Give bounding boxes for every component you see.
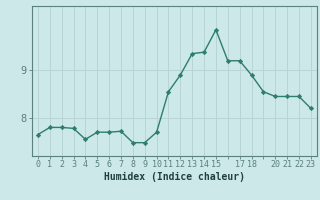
X-axis label: Humidex (Indice chaleur): Humidex (Indice chaleur) bbox=[104, 172, 245, 182]
